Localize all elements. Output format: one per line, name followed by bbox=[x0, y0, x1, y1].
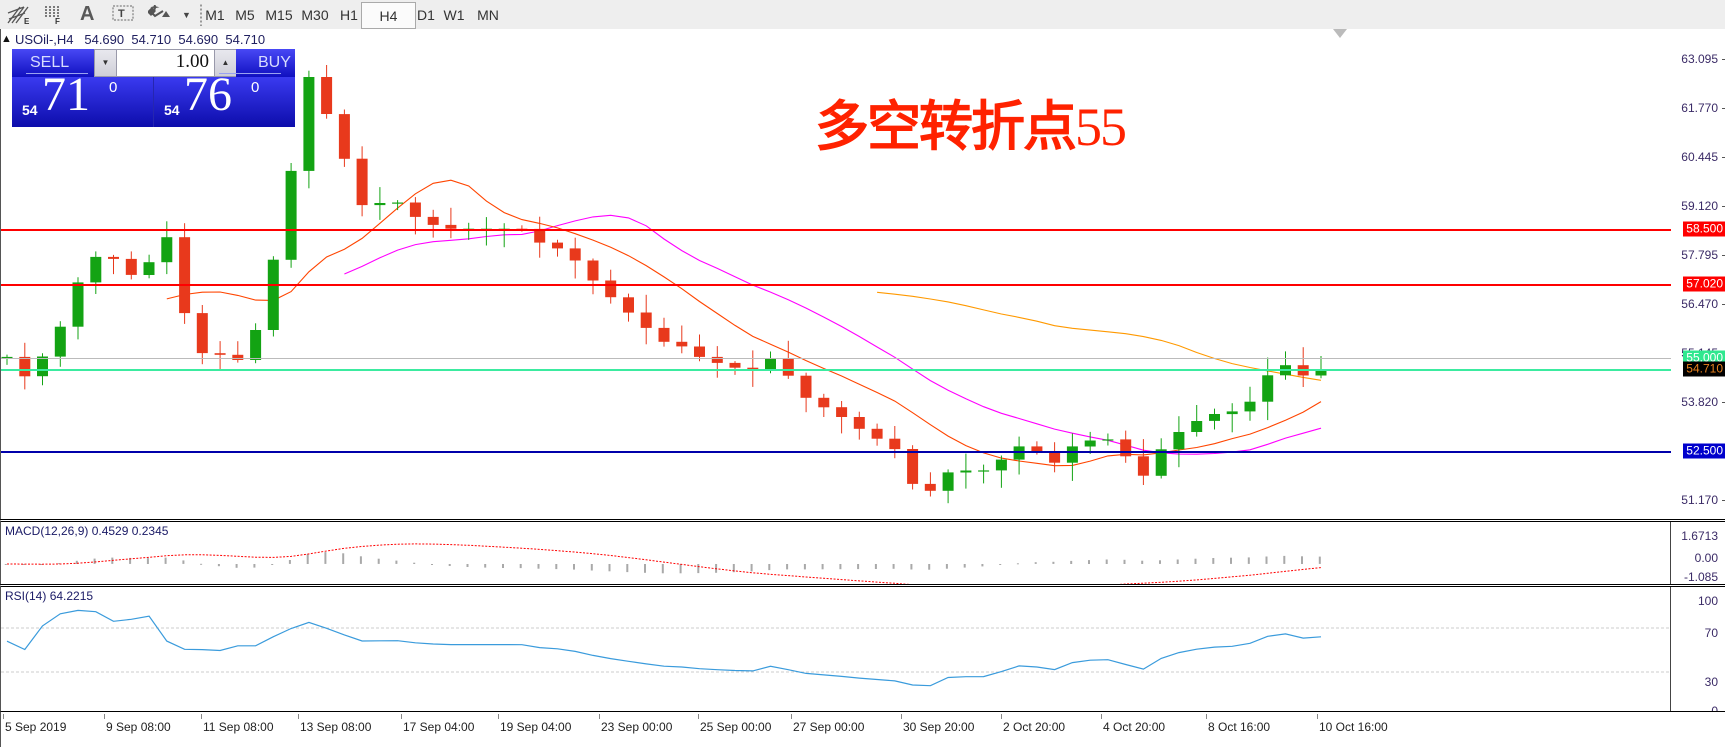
svg-text:T: T bbox=[118, 8, 125, 20]
svg-text:E: E bbox=[24, 17, 30, 25]
svg-text:F: F bbox=[55, 17, 60, 25]
